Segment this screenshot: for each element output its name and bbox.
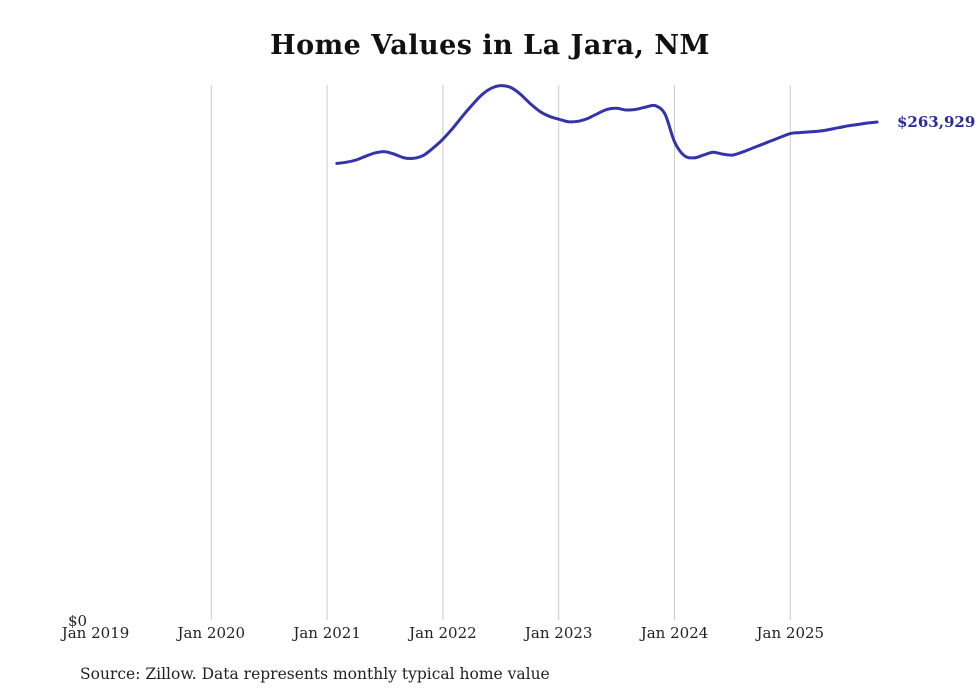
x-tick-label: Jan 2021 <box>293 624 361 642</box>
x-tick-label: Jan 2024 <box>640 624 709 642</box>
y-axis-zero-label: $0 <box>68 612 88 630</box>
x-tick-label: Jan 2022 <box>409 624 477 642</box>
x-tick-label: Jan 2023 <box>524 624 593 642</box>
chart-title: Home Values in La Jara, NM <box>270 30 710 61</box>
x-tick-label: Jan 2025 <box>756 624 825 642</box>
x-tick-label: Jan 2020 <box>177 624 246 642</box>
source-attribution: Source: Zillow. Data represents monthly … <box>80 665 550 683</box>
x-tick-label: Jan 2019 <box>61 624 130 642</box>
vertical-gridlines <box>210 85 791 620</box>
latest-value-label: $263,929 <box>897 113 976 131</box>
home-value-line-series <box>335 84 879 165</box>
